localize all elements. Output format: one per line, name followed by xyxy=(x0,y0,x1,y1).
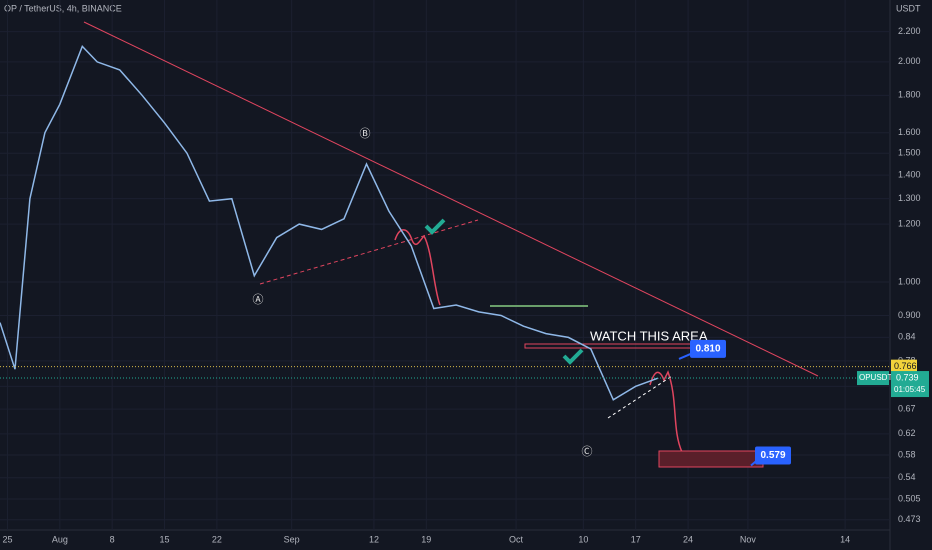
check-mark xyxy=(424,218,446,235)
y-tick-label: 0.54 xyxy=(898,472,916,482)
y-tick-label: 1.200 xyxy=(898,218,921,228)
y-tick-label: 0.505 xyxy=(898,493,921,503)
x-tick-label: 10 xyxy=(578,534,588,544)
x-tick-label: 24 xyxy=(683,534,693,544)
target-box xyxy=(690,339,726,358)
last-price-label: 0.739 xyxy=(896,372,919,382)
x-tick-label: Oct xyxy=(509,534,524,544)
x-tick-label: 15 xyxy=(160,534,170,544)
x-tick-label: Sep xyxy=(284,534,300,544)
projection xyxy=(394,229,441,306)
x-tick-label: 8 xyxy=(110,534,115,544)
check-mark xyxy=(562,348,584,365)
y-tick-label: 1.300 xyxy=(898,193,921,203)
target-zone xyxy=(658,450,764,468)
target-label: 0.810 xyxy=(695,344,720,355)
symbol-label: OPUSDT xyxy=(859,373,892,382)
x-tick-label: 25 xyxy=(2,534,12,544)
y-tick-label: 0.473 xyxy=(898,514,921,524)
symbol-title: OP / TetherUS, 4h, BINANCE xyxy=(4,3,122,13)
currency: USDT xyxy=(896,3,921,13)
x-tick-label: Nov xyxy=(740,534,757,544)
y-tick-label: 0.62 xyxy=(898,428,916,438)
y-tick-label: 1.000 xyxy=(898,276,921,286)
x-tick-label: Aug xyxy=(52,534,68,544)
y-tick-label: 2.000 xyxy=(898,56,921,66)
wave-label: Ⓑ xyxy=(360,127,371,140)
annotation: WATCH THIS AREA xyxy=(590,328,708,343)
y-tick-label: 1.600 xyxy=(898,127,921,137)
projection xyxy=(649,370,683,453)
support-line xyxy=(259,219,479,285)
ref-price-label: 0.766 xyxy=(894,361,917,371)
x-tick-label: 14 xyxy=(840,534,850,544)
last-price-tag xyxy=(891,371,929,398)
y-tick-label: 0.900 xyxy=(898,310,921,320)
y-tick-label: 1.400 xyxy=(898,170,921,180)
y-tick-label: 1.500 xyxy=(898,148,921,158)
countdown: 01:05:45 xyxy=(894,385,926,394)
x-tick-label: 22 xyxy=(212,534,222,544)
wedge-line xyxy=(607,375,673,419)
x-tick-label: 19 xyxy=(421,534,431,544)
x-tick-label: 12 xyxy=(369,534,379,544)
symbol-tag xyxy=(857,371,889,386)
wave-label: Ⓐ xyxy=(253,293,264,306)
y-tick-label: 0.67 xyxy=(898,404,916,414)
y-tick-label: 2.200 xyxy=(898,26,921,36)
ref-price-tag xyxy=(891,359,917,374)
target-pointer xyxy=(678,351,694,360)
wave-label: Ⓒ xyxy=(582,445,593,458)
x-tick-label: 17 xyxy=(631,534,641,544)
y-tick-label: 1.800 xyxy=(898,90,921,100)
y-tick-label: 0.84 xyxy=(898,332,916,342)
target-box xyxy=(755,446,791,465)
price-line xyxy=(0,45,659,401)
target-label: 0.579 xyxy=(760,450,785,461)
target-pointer xyxy=(750,458,759,467)
y-tick-label: 0.58 xyxy=(898,449,916,459)
trend-line xyxy=(83,21,819,377)
